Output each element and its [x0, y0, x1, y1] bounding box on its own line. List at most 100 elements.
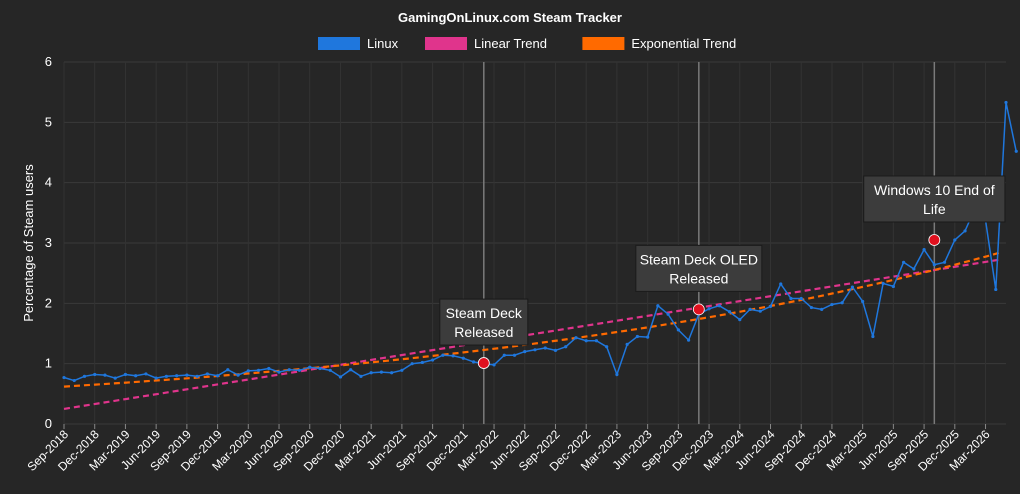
- linux-data-point: [62, 375, 66, 380]
- legend-label: Exponential Trend: [631, 36, 736, 51]
- linux-data-point: [902, 260, 906, 264]
- linux-data-point: [789, 296, 793, 301]
- linux-data-point: [308, 365, 312, 369]
- legend-label: Linear Trend: [474, 36, 547, 51]
- linux-data-point: [379, 370, 384, 374]
- linux-data-point: [318, 366, 322, 371]
- linux-data-point: [236, 373, 240, 377]
- linux-data-point: [594, 339, 599, 343]
- y-tick-label: 5: [45, 114, 52, 129]
- linux-data-point: [779, 282, 783, 286]
- legend-swatch: [425, 37, 467, 50]
- linux-data-point: [727, 310, 732, 314]
- linux-data-point: [686, 338, 691, 342]
- linux-data-point: [584, 339, 588, 343]
- linux-data-point: [461, 356, 465, 360]
- linux-data-point: [533, 348, 537, 352]
- linux-data-point: [154, 376, 158, 380]
- linux-data-point: [574, 336, 578, 340]
- chart-grid: [63, 61, 1006, 425]
- linux-data-point: [420, 360, 424, 365]
- y-tick-label: 6: [45, 54, 52, 69]
- annotation-box: [863, 175, 1006, 223]
- linux-data-point: [850, 285, 855, 289]
- annotation-text: Steam Deck: [446, 305, 523, 321]
- linux-data-point: [891, 284, 895, 289]
- linux-data-point: [809, 305, 814, 310]
- y-axis-label: Percentage of Steam users: [21, 164, 36, 322]
- linux-data-point: [707, 307, 711, 311]
- linux-data-point: [717, 304, 721, 308]
- linux-data-point: [635, 334, 639, 339]
- annotation-text: Steam Deck OLED: [640, 251, 758, 267]
- linux-data-point: [942, 260, 947, 264]
- linux-data-point: [564, 345, 568, 349]
- linux-data-point: [1014, 149, 1018, 153]
- linux-data-point: [164, 374, 168, 378]
- linux-data-point: [134, 374, 138, 378]
- event-annotations: Steam Deck Released Steam Deck OLED Release…: [439, 175, 1006, 369]
- legend-swatch: [582, 37, 625, 50]
- y-axis-ticks: 0 1 2 3 4 5 6: [45, 54, 52, 431]
- linux-data-point: [553, 348, 558, 352]
- linux-data-point: [830, 302, 834, 307]
- linux-data-point: [615, 372, 619, 377]
- linux-data-point: [881, 281, 885, 286]
- linux-data-point: [451, 354, 455, 358]
- linux-data-point: [861, 299, 865, 304]
- linux-data-point: [144, 372, 148, 376]
- linux-data-point: [820, 307, 824, 311]
- annotation-text: Released: [669, 270, 728, 286]
- linux-data-point: [400, 368, 404, 372]
- data-series: [62, 100, 1018, 383]
- linux-data-point: [277, 370, 281, 374]
- linux-data-point: [103, 373, 107, 377]
- linux-data-point: [246, 369, 250, 373]
- linux-data-point: [768, 304, 773, 308]
- linux-data-point: [185, 373, 189, 377]
- trend-lines: [63, 250, 1003, 411]
- linux-data-point: [338, 375, 343, 379]
- linux-data-point: [195, 374, 199, 378]
- linux-data-point: [492, 363, 496, 367]
- linux-data-point: [605, 345, 609, 349]
- linear-trend-line: [63, 258, 1003, 411]
- linux-data-point: [932, 263, 936, 267]
- linux-data-point: [912, 267, 916, 271]
- linux-data-point: [543, 346, 547, 350]
- linux-data-point: [738, 318, 742, 322]
- annotation-marker: [477, 357, 490, 369]
- linux-data-point: [410, 362, 414, 366]
- y-tick-label: 2: [45, 295, 52, 310]
- annotation-marker: [928, 234, 941, 246]
- linux-data-point: [205, 372, 209, 376]
- legend-label: Linux: [367, 36, 399, 51]
- linux-data-point: [123, 372, 128, 377]
- linux-data-point: [646, 335, 650, 339]
- linux-data-point: [72, 378, 76, 383]
- annotation-marker: [692, 303, 705, 316]
- annotation-text: Released: [454, 324, 513, 340]
- linux-data-point: [390, 371, 394, 375]
- linux-data-point: [215, 374, 220, 378]
- linux-data-point: [1004, 100, 1008, 105]
- linux-data-point: [297, 368, 302, 372]
- linux-data-point: [267, 366, 271, 371]
- linux-data-point: [349, 368, 353, 372]
- y-tick-label: 4: [45, 175, 52, 190]
- linux-data-point: [758, 309, 762, 313]
- linux-data-point: [359, 374, 363, 378]
- linux-data-point: [523, 350, 527, 354]
- linux-data-point: [871, 334, 875, 339]
- linux-data-point: [175, 374, 179, 378]
- linux-data-point: [676, 328, 680, 332]
- y-tick-label: 0: [45, 416, 52, 431]
- linux-data-point: [502, 353, 506, 357]
- linux-data-point: [93, 372, 97, 377]
- chart-legend: Linux Linear Trend Exponential Trend: [318, 36, 736, 51]
- annotation-box: [439, 298, 529, 346]
- linux-data-point: [625, 342, 629, 346]
- linux-data-point: [748, 307, 752, 311]
